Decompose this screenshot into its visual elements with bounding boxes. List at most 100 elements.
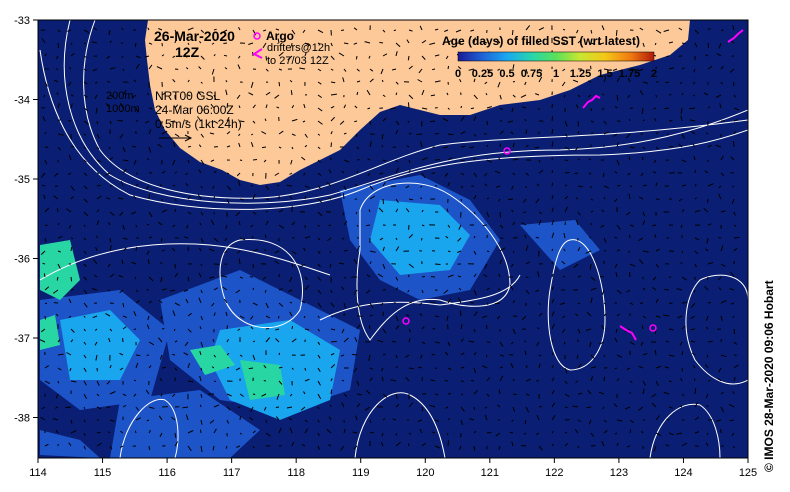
velocity-arrow [551, 116, 554, 122]
velocity-arrow [341, 328, 345, 334]
velocity-arrow [590, 42, 595, 45]
velocity-arrow [442, 146, 449, 149]
velocity-arrow [225, 80, 228, 83]
velocity-arrow [185, 182, 189, 187]
velocity-arrow [109, 40, 112, 44]
velocity-arrow [538, 68, 543, 72]
velocity-arrow [395, 237, 398, 241]
velocity-arrow [145, 120, 150, 124]
velocity-arrow [317, 380, 321, 386]
velocity-arrow [238, 26, 241, 31]
velocity-arrow [92, 68, 98, 72]
velocity-arrow [212, 185, 215, 189]
velocity-arrow [382, 159, 386, 162]
velocity-arrow [730, 156, 735, 161]
velocity-arrow [434, 133, 439, 135]
velocity-arrow [511, 441, 514, 447]
velocity-arrow [407, 120, 410, 123]
velocity-arrow [353, 27, 358, 31]
velocity-arrow [161, 209, 168, 213]
velocity-arrow [330, 68, 334, 71]
velocity-arrow [732, 25, 735, 31]
velocity-arrow [468, 68, 475, 71]
velocity-arrow [628, 193, 631, 200]
velocity-arrow [473, 157, 476, 161]
velocity-arrow [473, 194, 477, 200]
velocity-arrow [40, 416, 46, 421]
velocity-arrow [431, 68, 436, 71]
velocity-arrow [235, 367, 241, 371]
velocity-arrow [119, 352, 124, 356]
velocity-arrow [707, 262, 714, 265]
velocity-arrow [223, 298, 228, 304]
velocity-arrow [718, 42, 722, 49]
velocity-arrow [535, 198, 540, 204]
velocity-arrow [288, 289, 293, 292]
velocity-arrow [421, 377, 423, 382]
velocity-arrow [146, 92, 150, 96]
velocity-arrow [291, 221, 296, 226]
velocity-arrow [447, 65, 450, 70]
velocity-arrow [707, 183, 714, 187]
velocity-arrow [668, 67, 675, 70]
velocity-arrow [83, 328, 86, 332]
velocity-arrow [405, 314, 410, 317]
velocity-arrow [444, 29, 449, 32]
velocity-arrow [694, 237, 700, 241]
velocity-arrow [481, 365, 488, 369]
colorbar-tick-label: 0.5 [499, 68, 514, 80]
velocity-arrow [694, 388, 697, 395]
velocity-arrow [718, 287, 722, 291]
velocity-arrow [70, 103, 73, 109]
velocity-arrow [57, 380, 60, 384]
velocity-arrow [369, 302, 374, 309]
velocity-arrow [343, 159, 350, 163]
velocity-arrow [733, 94, 736, 98]
velocity-arrow [499, 143, 501, 148]
velocity-arrow [494, 302, 501, 305]
velocity-arrow [664, 107, 670, 110]
x-tick-label: 125 [739, 467, 757, 479]
velocity-arrow [408, 338, 411, 343]
velocity-arrow [421, 224, 425, 227]
velocity-arrow [510, 42, 514, 45]
velocity-arrow [119, 445, 124, 448]
velocity-arrow [574, 146, 579, 151]
velocity-arrow [174, 104, 179, 109]
velocity-arrow [563, 341, 566, 345]
velocity-arrow [187, 94, 191, 97]
velocity-arrow [616, 354, 623, 358]
velocity-arrow [209, 132, 215, 135]
velocity-arrow [460, 159, 465, 162]
velocity-arrow [639, 27, 644, 31]
velocity-arrow [161, 54, 165, 57]
velocity-arrow [615, 29, 618, 36]
velocity-arrow [483, 274, 488, 278]
velocity-arrow [342, 193, 345, 200]
velocity-arrow [263, 29, 267, 32]
x-tick-label: 118 [287, 467, 305, 479]
velocity-arrow [367, 158, 371, 161]
velocity-arrow [572, 79, 579, 83]
velocity-arrow [720, 315, 723, 321]
velocity-arrow [614, 105, 618, 109]
velocity-arrow [627, 172, 631, 176]
velocity-arrow [213, 287, 218, 291]
velocity-arrow [146, 324, 150, 330]
velocity-arrow [586, 406, 592, 409]
velocity-arrow [118, 275, 124, 278]
velocity-arrow [598, 341, 605, 345]
velocity-arrow [200, 367, 203, 371]
velocity-arrow [83, 55, 87, 58]
velocity-arrow [354, 105, 358, 109]
velocity-arrow [56, 276, 59, 281]
velocity-arrow [434, 315, 439, 318]
velocity-arrow [681, 276, 688, 281]
velocity-arrow [355, 415, 358, 421]
velocity-arrow [317, 341, 321, 346]
velocity-arrow [109, 67, 116, 70]
velocity-arrow [278, 302, 284, 307]
velocity-arrow [668, 120, 673, 122]
velocity-arrow [213, 120, 219, 124]
velocity-arrow [250, 224, 254, 228]
